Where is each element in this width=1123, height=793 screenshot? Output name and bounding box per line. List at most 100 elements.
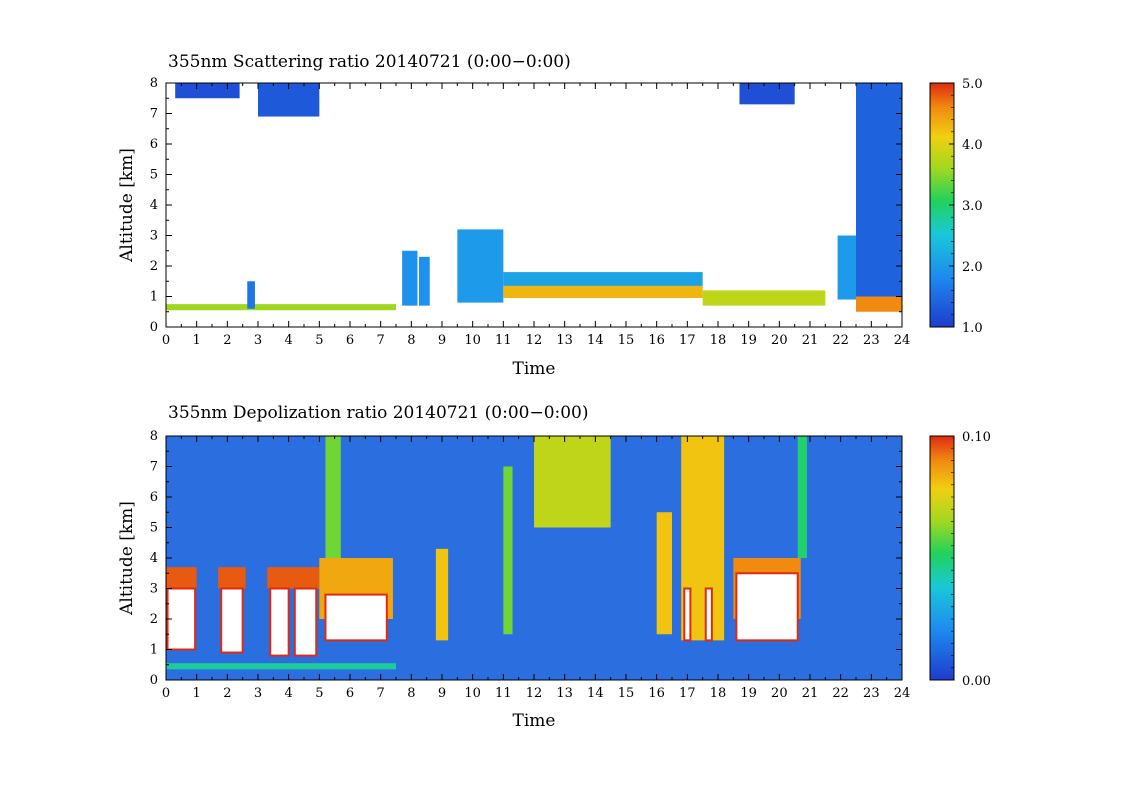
x-tick-label: 14 — [587, 686, 604, 701]
x-tick-label: 0 — [162, 333, 170, 348]
y-tick-label: 7 — [150, 460, 158, 475]
y-tick-label: 7 — [150, 107, 158, 122]
saturated-cell — [683, 587, 692, 642]
x-tick-label: 16 — [648, 686, 665, 701]
heatmap-cell — [797, 436, 807, 558]
x-tick-label: 7 — [377, 333, 385, 348]
colorbar-tick-label: 4.0 — [962, 138, 983, 153]
saturated-cell — [220, 587, 244, 654]
x-tick-label: 15 — [618, 686, 635, 701]
x-tick-label: 20 — [771, 686, 788, 701]
panel-depolarization-ratio: 355nm Depolization ratio 20140721 (0:00−… — [117, 403, 991, 731]
x-tick-label: 5 — [315, 686, 323, 701]
y-tick-label: 8 — [150, 76, 158, 91]
x-tick-label: 21 — [802, 686, 819, 701]
colorbar-tick-label: 5.0 — [962, 77, 983, 92]
saturated-cell — [269, 587, 290, 657]
heatmap-cells — [166, 436, 807, 670]
heatmap-cell — [325, 436, 341, 558]
heatmap-cell — [166, 304, 396, 311]
saturated-cell — [324, 593, 388, 642]
y-axis-label: Altitude [km] — [117, 148, 137, 263]
x-tick-label: 8 — [407, 333, 415, 348]
y-tick-label: 4 — [150, 551, 158, 566]
heatmap-cell — [166, 663, 396, 670]
heatmap-cell — [457, 229, 504, 303]
y-axis: 0 1 2 3 4 5 6 7 8 — [150, 429, 902, 688]
x-tick-label: 15 — [618, 333, 635, 348]
y-tick-label: 6 — [150, 137, 158, 152]
saturated-cell — [704, 587, 713, 642]
heatmap-cell — [503, 272, 703, 288]
colorbar-tick-label: 0.00 — [962, 674, 991, 689]
x-tick-label: 12 — [526, 333, 543, 348]
x-axis: 0 1 2 3 4 5 6 7 8 9 10 11 12 13 14 15 16 17 18 19 20 21 22 23 24 — [162, 436, 910, 701]
heatmap-cell — [267, 567, 320, 589]
heatmap-cell — [402, 250, 418, 306]
heatmap-cell — [503, 466, 513, 635]
x-tick-label: 1 — [193, 333, 201, 348]
x-tick-label: 19 — [740, 686, 757, 701]
heatmap-cells — [166, 83, 902, 312]
panel-scattering-ratio: 355nm Scattering ratio 20140721 (0:00−0:… — [117, 52, 983, 379]
y-tick-label: 5 — [150, 168, 158, 183]
chart-title: 355nm Depolization ratio 20140721 (0:00−… — [168, 403, 589, 423]
colorbar-tick-label: 2.0 — [962, 260, 983, 275]
x-tick-label: 3 — [254, 333, 262, 348]
x-tick-label: 9 — [438, 686, 446, 701]
y-tick-label: 3 — [150, 582, 158, 597]
x-tick-label: 23 — [863, 333, 880, 348]
x-tick-label: 21 — [802, 333, 819, 348]
heatmap-cell — [247, 281, 255, 309]
x-tick-label: 12 — [526, 686, 543, 701]
y-axis-label: Altitude [km] — [117, 501, 137, 616]
colorbar-tick-label: 0.10 — [962, 430, 991, 445]
colorbar-tick-label: 3.0 — [962, 199, 983, 214]
x-tick-label: 24 — [894, 686, 911, 701]
x-tick-label: 24 — [894, 333, 911, 348]
x-tick-label: 2 — [223, 333, 231, 348]
x-tick-label: 17 — [679, 333, 696, 348]
y-tick-label: 2 — [150, 612, 158, 627]
y-axis: 0 1 2 3 4 5 6 7 8 — [150, 76, 902, 335]
x-tick-label: 22 — [832, 333, 849, 348]
y-tick-label: 4 — [150, 198, 158, 213]
x-tick-label: 4 — [285, 333, 293, 348]
x-tick-label: 22 — [832, 686, 849, 701]
x-tick-label: 13 — [556, 333, 573, 348]
x-tick-label: 18 — [710, 333, 727, 348]
colorbar-ticks: 1.0 2.0 3.0 4.0 5.0 — [949, 77, 983, 336]
x-tick-label: 20 — [771, 333, 788, 348]
colorbar-tick-label: 1.0 — [962, 321, 983, 336]
x-tick-label: 16 — [648, 333, 665, 348]
chart-title: 355nm Scattering ratio 20140721 (0:00−0:… — [168, 52, 571, 72]
heatmap-cell — [739, 83, 795, 105]
y-tick-label: 2 — [150, 259, 158, 274]
saturated-cell — [293, 587, 318, 657]
x-tick-label: 19 — [740, 333, 757, 348]
x-tick-label: 6 — [346, 333, 354, 348]
x-tick-label: 17 — [679, 686, 696, 701]
heatmap-cell — [166, 567, 197, 589]
x-tick-label: 13 — [556, 686, 573, 701]
heatmap-cell — [218, 567, 246, 589]
y-tick-label: 1 — [150, 290, 158, 305]
heatmap-cell — [503, 285, 703, 299]
x-tick-label: 9 — [438, 333, 446, 348]
y-tick-label: 8 — [150, 429, 158, 444]
x-tick-label: 7 — [377, 686, 385, 701]
x-tick-label: 1 — [193, 686, 201, 701]
x-tick-label: 10 — [464, 686, 481, 701]
heatmap-cell — [534, 436, 611, 528]
heatmap-cell — [856, 296, 902, 312]
x-tick-label: 3 — [254, 686, 262, 701]
y-tick-label: 1 — [150, 643, 158, 658]
x-axis: 0 1 2 3 4 5 6 7 8 9 10 11 12 13 14 15 16 17 18 19 20 21 22 23 24 — [162, 83, 910, 348]
x-tick-label: 11 — [495, 333, 512, 348]
colorbar-ticks: 0.00 0.10 — [949, 430, 991, 689]
x-tick-label: 8 — [407, 686, 415, 701]
heatmap-cell — [175, 83, 240, 99]
x-tick-label: 10 — [464, 333, 481, 348]
y-tick-label: 0 — [150, 673, 158, 688]
